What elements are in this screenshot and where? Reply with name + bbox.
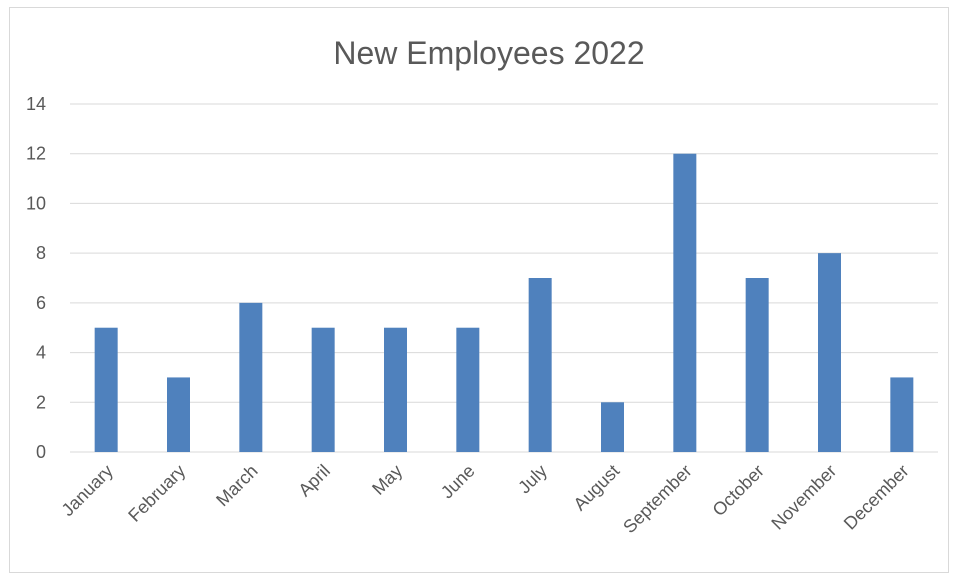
y-tick-label: 6 — [36, 293, 46, 313]
x-tick-label: June — [437, 461, 479, 503]
bars — [94, 153, 914, 452]
y-tick-label: 14 — [26, 94, 46, 114]
chart-frame — [9, 7, 949, 573]
x-tick-label: July — [514, 461, 551, 498]
bar-july — [528, 278, 552, 452]
bar-march — [239, 302, 263, 452]
y-tick-label: 8 — [36, 243, 46, 263]
bar-october — [745, 278, 769, 452]
y-tick-label: 4 — [36, 343, 46, 363]
x-axis-ticks: January February March April May June July Augu… — [58, 461, 913, 537]
y-tick-label: 0 — [36, 442, 46, 462]
x-tick-label: October — [709, 461, 768, 520]
x-tick-label: November — [767, 461, 840, 534]
bar-february — [167, 377, 190, 452]
x-tick-label: September — [619, 461, 695, 537]
bar-december — [890, 377, 914, 452]
bar-may — [384, 327, 407, 452]
x-tick-label: January — [58, 461, 117, 520]
bar-june — [456, 327, 480, 452]
x-tick-label: April — [294, 461, 334, 501]
bar-august — [601, 402, 624, 452]
bar-november — [818, 253, 841, 452]
y-tick-label: 10 — [26, 193, 46, 213]
x-tick-label: December — [840, 461, 913, 534]
bar-january — [94, 327, 118, 452]
x-tick-label: May — [368, 461, 406, 499]
x-tick-label: February — [124, 461, 189, 526]
y-axis-ticks: 0 2 4 6 8 10 12 14 — [26, 94, 46, 462]
chart-title: New Employees 2022 — [333, 35, 644, 71]
y-tick-label: 2 — [36, 392, 46, 412]
bar-april — [311, 327, 335, 452]
bar-september — [673, 153, 697, 452]
y-tick-label: 12 — [26, 144, 46, 164]
x-tick-label: March — [212, 461, 262, 511]
gridlines — [70, 103, 938, 453]
x-tick-label: August — [570, 461, 624, 515]
